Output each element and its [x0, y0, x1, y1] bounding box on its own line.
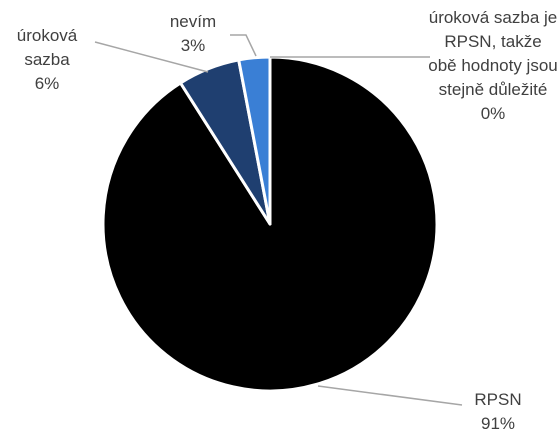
leader-line [317, 385, 463, 406]
data-label: úroková sazba je RPSN, takže obě hodnoty… [428, 6, 558, 126]
value-label: 0% [480, 104, 506, 123]
category-label: RPSN [474, 390, 522, 409]
value-label: 6% [34, 74, 60, 93]
category-label: nevím [169, 12, 217, 31]
pie [101, 55, 439, 393]
leader-line [230, 34, 257, 57]
data-label: úroková sazba 6% [2, 24, 92, 96]
data-label: RPSN 91% [462, 388, 534, 436]
value-label: 3% [180, 36, 206, 55]
value-label: 91% [480, 414, 516, 433]
category-label: úroková sazba [16, 26, 78, 69]
category-label: úroková sazba je RPSN, takže obě hodnoty… [428, 8, 558, 99]
leader-line [94, 41, 209, 73]
pie-slice [237, 55, 272, 226]
data-label: nevím 3% [158, 10, 228, 58]
